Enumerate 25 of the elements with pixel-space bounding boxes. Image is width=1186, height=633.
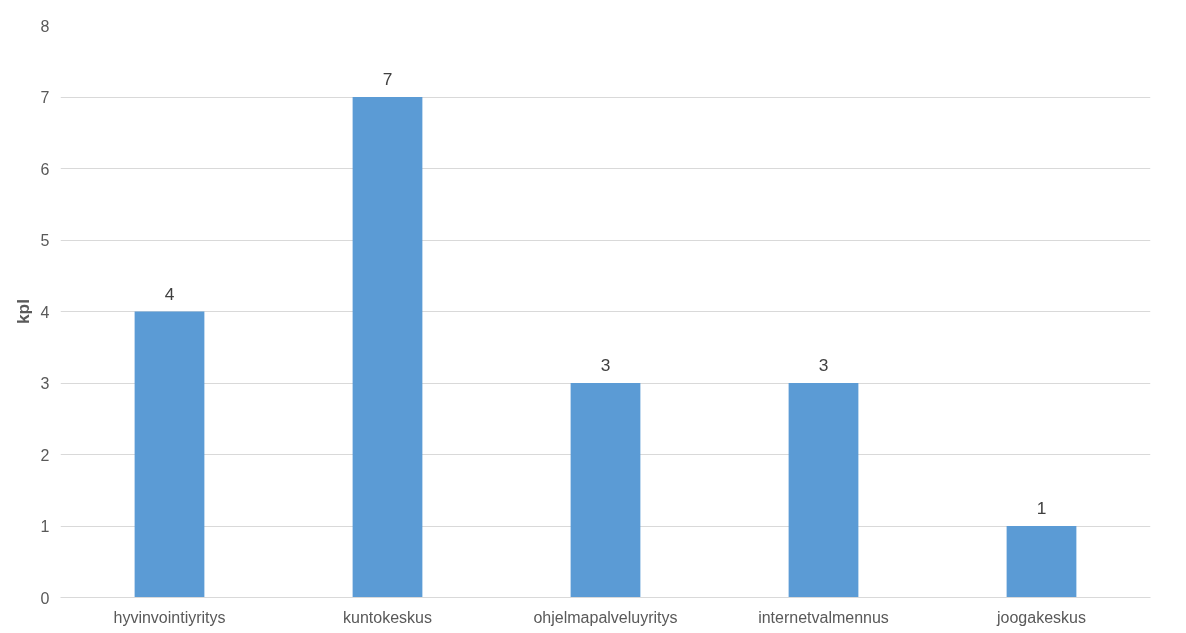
data-label: 3 <box>600 355 611 375</box>
bar <box>352 97 423 598</box>
bar <box>1006 526 1077 598</box>
y-tick-label: 0 <box>40 589 50 607</box>
y-tick-label: 2 <box>40 446 50 464</box>
data-label: 7 <box>382 69 393 89</box>
y-axis-title: kpl <box>12 298 33 325</box>
bar <box>570 383 641 598</box>
y-tick-label: 4 <box>40 303 50 321</box>
bar <box>134 311 205 598</box>
x-tick-label: joogakeskus <box>996 608 1086 626</box>
y-tick-label: 8 <box>40 17 50 35</box>
y-tick-label: 1 <box>40 518 50 535</box>
x-tick-label: hyvinvointiyritys <box>113 608 226 626</box>
y-tick-label: 3 <box>40 375 50 392</box>
y-tick-label: 7 <box>40 89 50 106</box>
x-tick-label: kuntokeskus <box>343 608 432 626</box>
x-tick-label: ohjelmapalveluyritys <box>533 608 678 626</box>
y-tick-label: 5 <box>40 232 50 249</box>
data-label: 1 <box>1036 498 1047 518</box>
y-tick-label: 6 <box>40 160 50 178</box>
x-tick-label: internetvalmennus <box>758 608 889 626</box>
data-label: 4 <box>164 283 175 304</box>
data-label: 3 <box>818 355 829 375</box>
bar <box>788 383 859 598</box>
